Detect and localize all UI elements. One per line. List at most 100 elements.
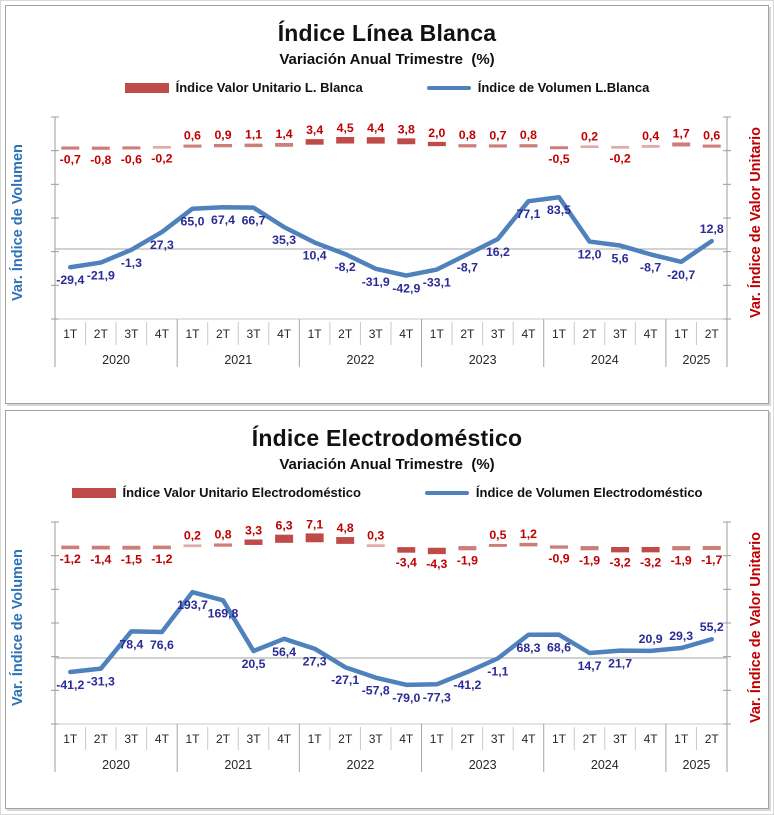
volumen-data-label: 66,7 (242, 214, 266, 228)
valor-unitario-data-label: -0,8 (90, 153, 111, 167)
valor-unitario-dash (61, 146, 80, 150)
volumen-data-label: -79,0 (392, 691, 420, 705)
quarter-tick-label: 2T (583, 327, 598, 341)
valor-unitario-data-label: 0,8 (214, 527, 231, 541)
quarter-tick-label: 1T (185, 732, 200, 746)
valor-unitario-data-label: -0,7 (60, 153, 81, 167)
valor-unitario-data-label: 2,0 (428, 126, 445, 140)
quarter-tick-label: 2T (583, 732, 598, 746)
chart-canvas-linea-blanca: 1T 2T 3T 4T 1T 2T 3T 4T 1T 2T 3T 4T 1T 2T 3T 4T 1T 2T 3T 4T… (51, 116, 731, 367)
volumen-line (68, 589, 714, 688)
quarter-tick-label: 2T (460, 327, 475, 341)
valor-unitario-data-label: 3,3 (245, 523, 262, 537)
quarter-tick-label: 4T (399, 732, 414, 746)
quarter-tick-label: 1T (308, 327, 323, 341)
valor-unitario-data-label: -0,5 (548, 152, 569, 166)
volumen-data-label: -41,2 (56, 678, 84, 692)
volumen-data-label: 27,3 (303, 655, 327, 669)
quarter-tick-label: 4T (155, 732, 170, 746)
valor-unitario-data-label: 3,8 (398, 122, 415, 136)
quarter-tick-label: 2T (460, 732, 475, 746)
valor-unitario-dash (427, 547, 446, 555)
valor-unitario-data-label: 4,8 (337, 521, 354, 535)
valor-unitario-dash (488, 144, 507, 148)
chart-subtitle: Variación Anual Trimestre (%) (279, 51, 495, 68)
valor-unitario-dash (305, 533, 324, 543)
valor-unitario-data-label: -0,9 (548, 552, 569, 566)
volumen-data-label: -29,4 (56, 273, 84, 287)
legend-item-volumen: Índice de Volumen Electrodoméstico (424, 485, 703, 500)
valor-unitario-dash (550, 146, 568, 150)
quarter-tick-label: 4T (277, 327, 292, 341)
valor-unitario-data-label: 0,5 (489, 528, 506, 542)
legend-item-valor-unitario: Índice Valor Unitario L. Blanca (124, 80, 363, 95)
legend-dash-swatch-icon (71, 487, 116, 498)
quarter-tick-label: 1T (63, 732, 78, 746)
valor-unitario-dash (580, 145, 599, 149)
quarter-tick-label: 3T (613, 732, 628, 746)
valor-unitario-data-label: 0,2 (581, 129, 598, 143)
volumen-data-label: 10,4 (303, 249, 327, 263)
valor-unitario-data-label: 4,4 (367, 121, 384, 135)
valor-unitario-data-label: 1,2 (520, 527, 537, 541)
volumen-data-label: 16,2 (486, 245, 510, 259)
chart-area: Var. Índice de Volumen 1T 2T 3T 4T 1T 2T 3T 4T 1… (7, 508, 767, 784)
quarter-tick-label: 1T (674, 327, 689, 341)
valor-unitario-data-label: -1,2 (151, 552, 172, 566)
volumen-line (68, 194, 714, 278)
volumen-data-label: 67,4 (211, 213, 235, 227)
quarter-tick-label: 2T (94, 327, 109, 341)
valor-unitario-data-label: -1,5 (121, 553, 142, 567)
valor-unitario-data-label: 3,4 (306, 123, 323, 137)
valor-unitario-data-label: 0,2 (184, 528, 201, 542)
volumen-data-label: -33,1 (423, 276, 451, 290)
valor-unitario-dash (519, 144, 538, 148)
volumen-data-label: 78,4 (119, 637, 143, 651)
quarter-tick-label: 4T (521, 732, 536, 746)
valor-unitario-data-label: 1,7 (673, 126, 690, 140)
quarter-tick-label: 4T (644, 327, 659, 341)
quarter-tick-label: 3T (613, 327, 628, 341)
valor-unitario-dash (611, 546, 630, 553)
valor-unitario-data-label: -1,7 (701, 553, 722, 567)
quarter-tick-label: 1T (552, 732, 567, 746)
chart-subtitle: Variación Anual Trimestre (%) (279, 456, 495, 473)
volumen-data-label: 29,3 (669, 629, 693, 643)
quarter-tick-label: 1T (430, 732, 445, 746)
valor-unitario-dash (488, 543, 507, 547)
valor-unitario-dash (214, 543, 232, 547)
valor-unitario-data-label: -1,4 (90, 552, 111, 566)
legend-label: Índice Valor Unitario Electrodoméstico (122, 485, 361, 500)
valor-unitario-dash (672, 546, 691, 551)
quarter-tick-label: 2T (94, 732, 109, 746)
volumen-data-label: -8,2 (335, 260, 356, 274)
valor-unitario-data-label: 0,6 (703, 129, 720, 143)
valor-unitario-dash (214, 143, 232, 148)
valor-unitario-dash (366, 137, 385, 144)
valor-unitario-dash (91, 146, 110, 150)
valor-unitario-data-label: -1,2 (60, 552, 81, 566)
valor-unitario-data-label: 0,8 (520, 128, 537, 142)
valor-unitario-data-label: 0,4 (642, 129, 659, 143)
year-label: 2023 (469, 758, 497, 772)
valor-unitario-dash (550, 545, 568, 549)
volumen-data-label: -57,8 (362, 684, 390, 698)
valor-unitario-dash (458, 546, 477, 551)
year-label: 2024 (591, 758, 619, 772)
quarter-tick-label: 4T (399, 327, 414, 341)
volumen-data-label: 68,3 (516, 641, 540, 655)
valor-unitario-dash (672, 142, 691, 147)
valor-unitario-data-label: -1,9 (671, 553, 692, 567)
volumen-data-label: -42,9 (392, 282, 420, 296)
valor-unitario-dash (275, 534, 294, 543)
quarter-tick-label: 3T (247, 732, 262, 746)
year-label: 2024 (591, 353, 619, 367)
quarter-tick-label: 1T (308, 732, 323, 746)
quarter-tick-label: 1T (552, 327, 567, 341)
volumen-data-label: 20,9 (639, 632, 663, 646)
quarter-tick-label: 3T (491, 732, 506, 746)
left-axis-title: Var. Índice de Volumen (10, 549, 26, 707)
valor-unitario-dash (244, 143, 263, 148)
right-axis-title: Var. Índice de Valor Unitario (748, 127, 764, 319)
valor-unitario-data-label: -3,4 (396, 556, 417, 570)
